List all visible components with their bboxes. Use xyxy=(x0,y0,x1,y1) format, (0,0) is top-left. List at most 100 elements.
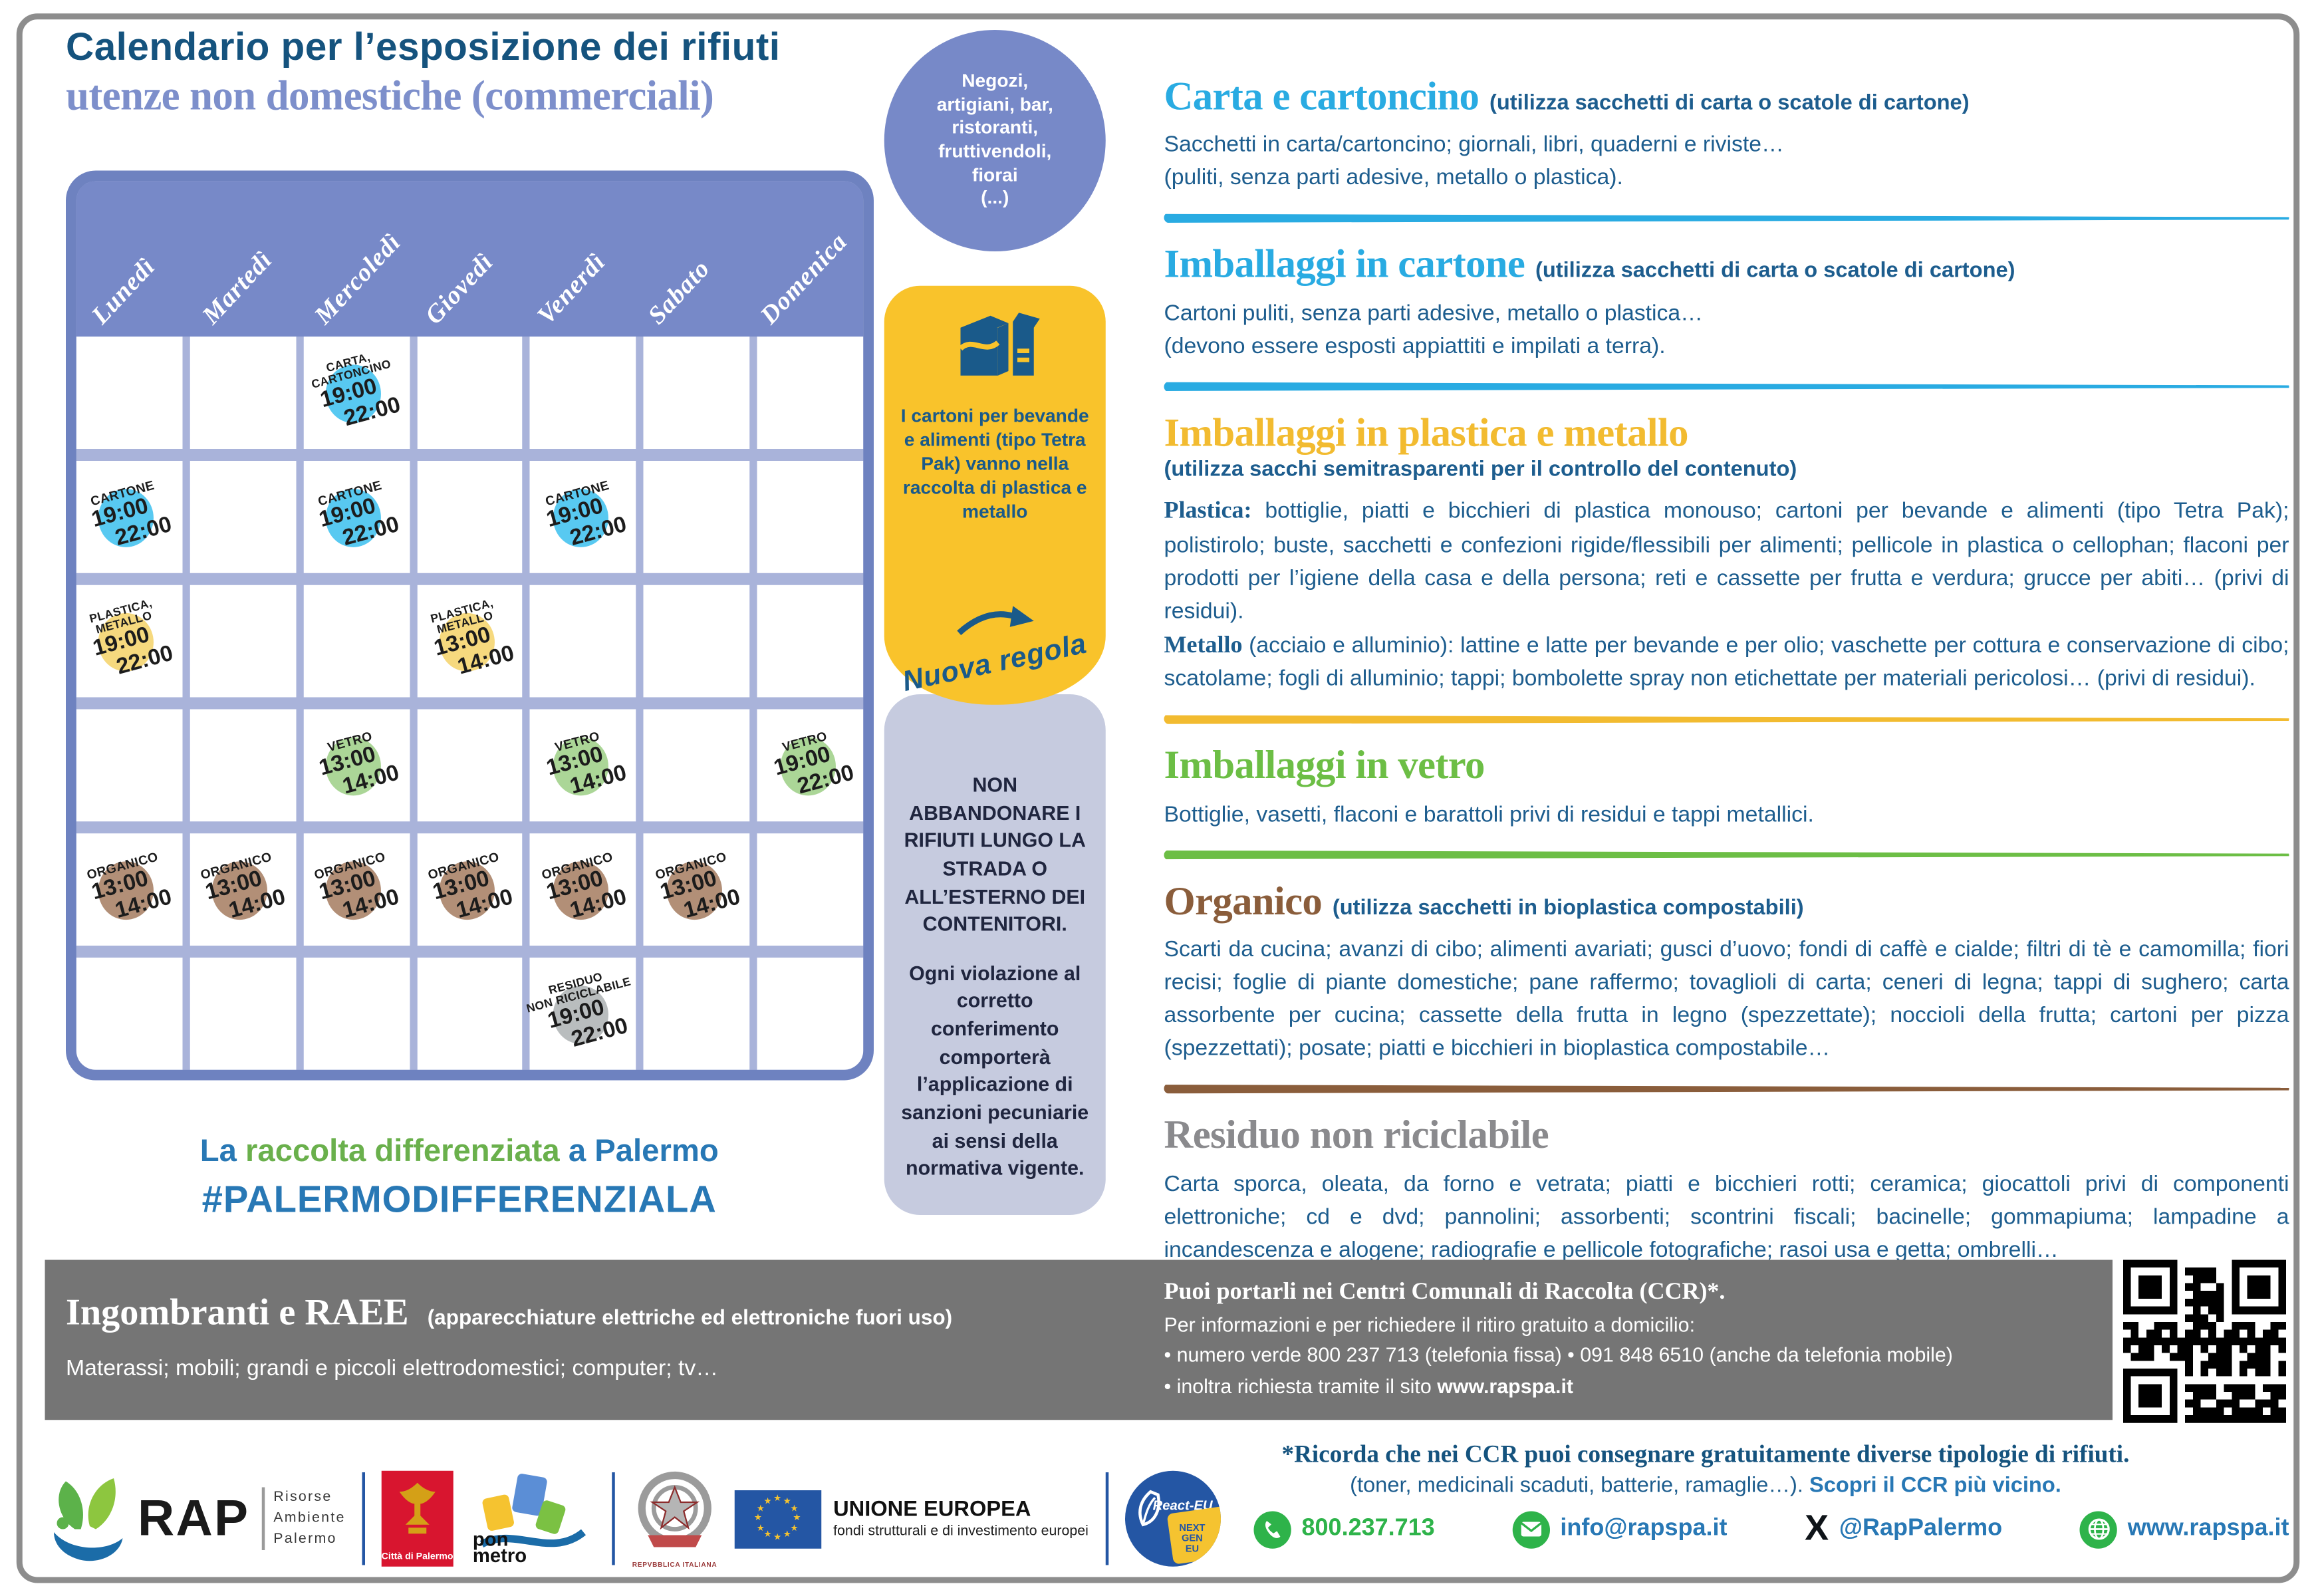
section-body: Bottiglie, vasetti, flaconi e barattoli … xyxy=(1164,799,2289,832)
footer-divider xyxy=(612,1472,615,1565)
calendar-cell xyxy=(757,336,864,449)
react-eu-label: React-EU xyxy=(1152,1498,1213,1513)
rap-logo: RAP Risorse Ambiente Palermo xyxy=(45,1472,346,1565)
footer-divider xyxy=(1104,1472,1108,1565)
waste-color-disc xyxy=(325,861,382,920)
calendar-cell xyxy=(190,958,296,1070)
campaign-hashtag: #PALERMODIFFERENZIALA xyxy=(201,1179,717,1221)
waste-section-5: Organico (utilizza sacchetti in bioplasti… xyxy=(1164,879,2289,1095)
section-divider xyxy=(1164,1085,2289,1094)
contact-mail[interactable]: info@rapspa.it xyxy=(1512,1510,1728,1548)
calendar-cell xyxy=(76,709,183,822)
ccr-website-link[interactable]: www.rapspa.it xyxy=(1437,1374,1574,1397)
calendar-cell xyxy=(644,585,750,698)
calendar-grid: CARTA, CARTONCINO 19:00 22:00 CARTONE 19:00 2… xyxy=(76,336,864,1070)
contact-globe[interactable]: www.rapspa.it xyxy=(2079,1510,2289,1548)
section-body: Scarti da cucina; avanzi di cibo; alimen… xyxy=(1164,934,2289,1065)
waste-sections: Carta e cartoncino (utilizza sacchetti di… xyxy=(1164,74,2289,1267)
calendar-cell xyxy=(190,336,296,449)
day-header-5: Venerdì xyxy=(522,181,631,336)
react-eu-leaf-icon xyxy=(1138,1490,1160,1527)
footnote-line-2-text: (toner, medicinali scaduti, batterie, ra… xyxy=(1350,1474,1809,1498)
section-body: Carta sporca, oleata, da forno e vetrata… xyxy=(1164,1168,2289,1267)
ccr-line-1: Per informazioni e per richiedere il rit… xyxy=(1164,1313,1696,1337)
section-paragraph: Carta sporca, oleata, da forno e vetrata… xyxy=(1164,1171,2289,1263)
day-header-3: Mercoledì xyxy=(299,181,408,336)
section-subtitle: (utilizza sacchetti di carta o scatole d… xyxy=(1535,259,2015,284)
calendar-cell xyxy=(757,833,864,946)
warning-text-2: Ogni violazione al corretto conferimento… xyxy=(901,962,1089,1180)
ccr-line-2: • numero verde 800 237 713 (telefonia fi… xyxy=(1164,1344,1953,1367)
page-title: Calendario per l’esposizione dei rifiuti xyxy=(66,24,781,69)
bulky-body: Materassi; mobili; grandi e piccoli elet… xyxy=(66,1355,718,1381)
waste-slot: CARTONE 19:00 22:00 xyxy=(76,469,199,561)
section-body: Sacchetti in carta/cartoncino; giornali,… xyxy=(1164,129,2289,195)
eu-star-icon: ★ xyxy=(790,1524,799,1533)
waste-color-disc xyxy=(666,861,722,920)
day-label: Venerdì xyxy=(531,247,610,330)
calendar-cell: CARTONE 19:00 22:00 xyxy=(76,461,183,573)
section-divider xyxy=(1164,213,2289,223)
eu-star-icon: ★ xyxy=(773,1533,782,1543)
eu-star-icon: ★ xyxy=(763,1531,772,1540)
qr-code[interactable] xyxy=(2123,1260,2286,1423)
calendar-cell xyxy=(76,336,183,449)
calendar-cell xyxy=(644,709,750,822)
page-subtitle: utenze non domestiche (commerciali) xyxy=(66,73,714,120)
calendar-cell: PLASTICA, METALLO 13:00 14:00 xyxy=(416,585,523,698)
calendar-cell xyxy=(757,461,864,573)
rap-tagline: Risorse Ambiente Palermo xyxy=(261,1486,345,1551)
contact-label: info@rapspa.it xyxy=(1560,1516,1728,1541)
section-title: Imballaggi in vetro xyxy=(1164,742,1485,788)
section-subtitle: (utilizza sacchetti in bioplastica compo… xyxy=(1332,896,1804,920)
waste-slot: VETRO 13:00 14:00 xyxy=(513,718,654,810)
eu-subtitle: fondi strutturali e di investimento euro… xyxy=(833,1523,1089,1540)
contact-label: www.rapspa.it xyxy=(2127,1516,2289,1541)
waste-slot: RESIDUO NON RICICLABILE 19:00 22:00 xyxy=(512,961,655,1063)
waste-calendar: Lunedì Martedì Mercoledì Giovedì Venerdì Saba… xyxy=(66,170,874,1081)
pon-metro-label: pon metro xyxy=(473,1529,527,1565)
section-divider xyxy=(1164,850,2289,860)
footer-logos: RAP Risorse Ambiente Palermo Città di Pa… xyxy=(45,1460,1220,1577)
eu-star-icon: ★ xyxy=(763,1497,772,1507)
waste-section-3: Imballaggi in plastica e metallo (utilizz… xyxy=(1164,411,2289,725)
day-header-6: Sabato xyxy=(634,181,743,336)
tetra-pak-callout: I cartoni per bevande e alimenti (tipo T… xyxy=(884,285,1106,705)
repubblica-italiana-emblem: REPVBBLICA ITALIANA xyxy=(631,1470,718,1568)
calendar-cell xyxy=(530,336,636,449)
rap-leaf-icon xyxy=(54,1478,123,1561)
eu-star-icon: ★ xyxy=(756,1504,765,1514)
phone-icon xyxy=(1253,1510,1291,1548)
calendar-cell: CARTONE 19:00 22:00 xyxy=(303,461,410,573)
waste-color-disc xyxy=(98,861,154,920)
palermo-eagle-icon xyxy=(399,1482,436,1534)
paragraph-lead: Metallo xyxy=(1164,632,1243,658)
section-body: Cartoni puliti, senza parti adesive, met… xyxy=(1164,297,2289,363)
day-label: Lunedì xyxy=(84,252,160,330)
contact-label: 800.237.713 xyxy=(1301,1516,1435,1541)
calendar-cell: ORGANICO 13:00 14:00 xyxy=(644,833,750,946)
waste-color-disc xyxy=(439,861,495,920)
section-subtitle: (utilizza sacchetti di carta o scatole d… xyxy=(1489,91,1970,116)
footnote-ccr-link[interactable]: Scopri il CCR più vicino. xyxy=(1809,1474,2061,1498)
waste-section-6: Residuo non riciclabile Carta sporca, ole… xyxy=(1164,1113,2289,1267)
waste-slot: CARTONE 19:00 22:00 xyxy=(513,469,654,561)
waste-slot: PLASTICA, METALLO 19:00 22:00 xyxy=(76,589,201,691)
x-icon: X xyxy=(1805,1508,1829,1549)
footnote-line-2: (toner, medicinali scaduti, batterie, ra… xyxy=(1182,1474,2230,1498)
eu-star-icon: ★ xyxy=(753,1514,762,1524)
calendar-cell xyxy=(416,336,523,449)
day-label: Domenica xyxy=(753,227,852,330)
section-body: Plastica: bottiglie, piatti e bicchieri … xyxy=(1164,494,2289,696)
tetra-pak-text: I cartoni per bevande e alimenti (tipo T… xyxy=(900,405,1089,523)
eu-star-icon: ★ xyxy=(793,1514,801,1524)
calendar-cell: ORGANICO 13:00 14:00 xyxy=(190,833,296,946)
calendar-cell xyxy=(757,585,864,698)
rap-name: RAP xyxy=(138,1489,250,1547)
eu-title: UNIONE EUROPEA xyxy=(833,1498,1031,1522)
contact-phone[interactable]: 800.237.713 xyxy=(1253,1510,1435,1548)
footer-divider xyxy=(362,1472,365,1565)
audience-circle: Negozi, artigiani, bar, ristoranti, frut… xyxy=(884,30,1106,251)
contact-x[interactable]: X @RapPalermo xyxy=(1805,1508,2002,1550)
